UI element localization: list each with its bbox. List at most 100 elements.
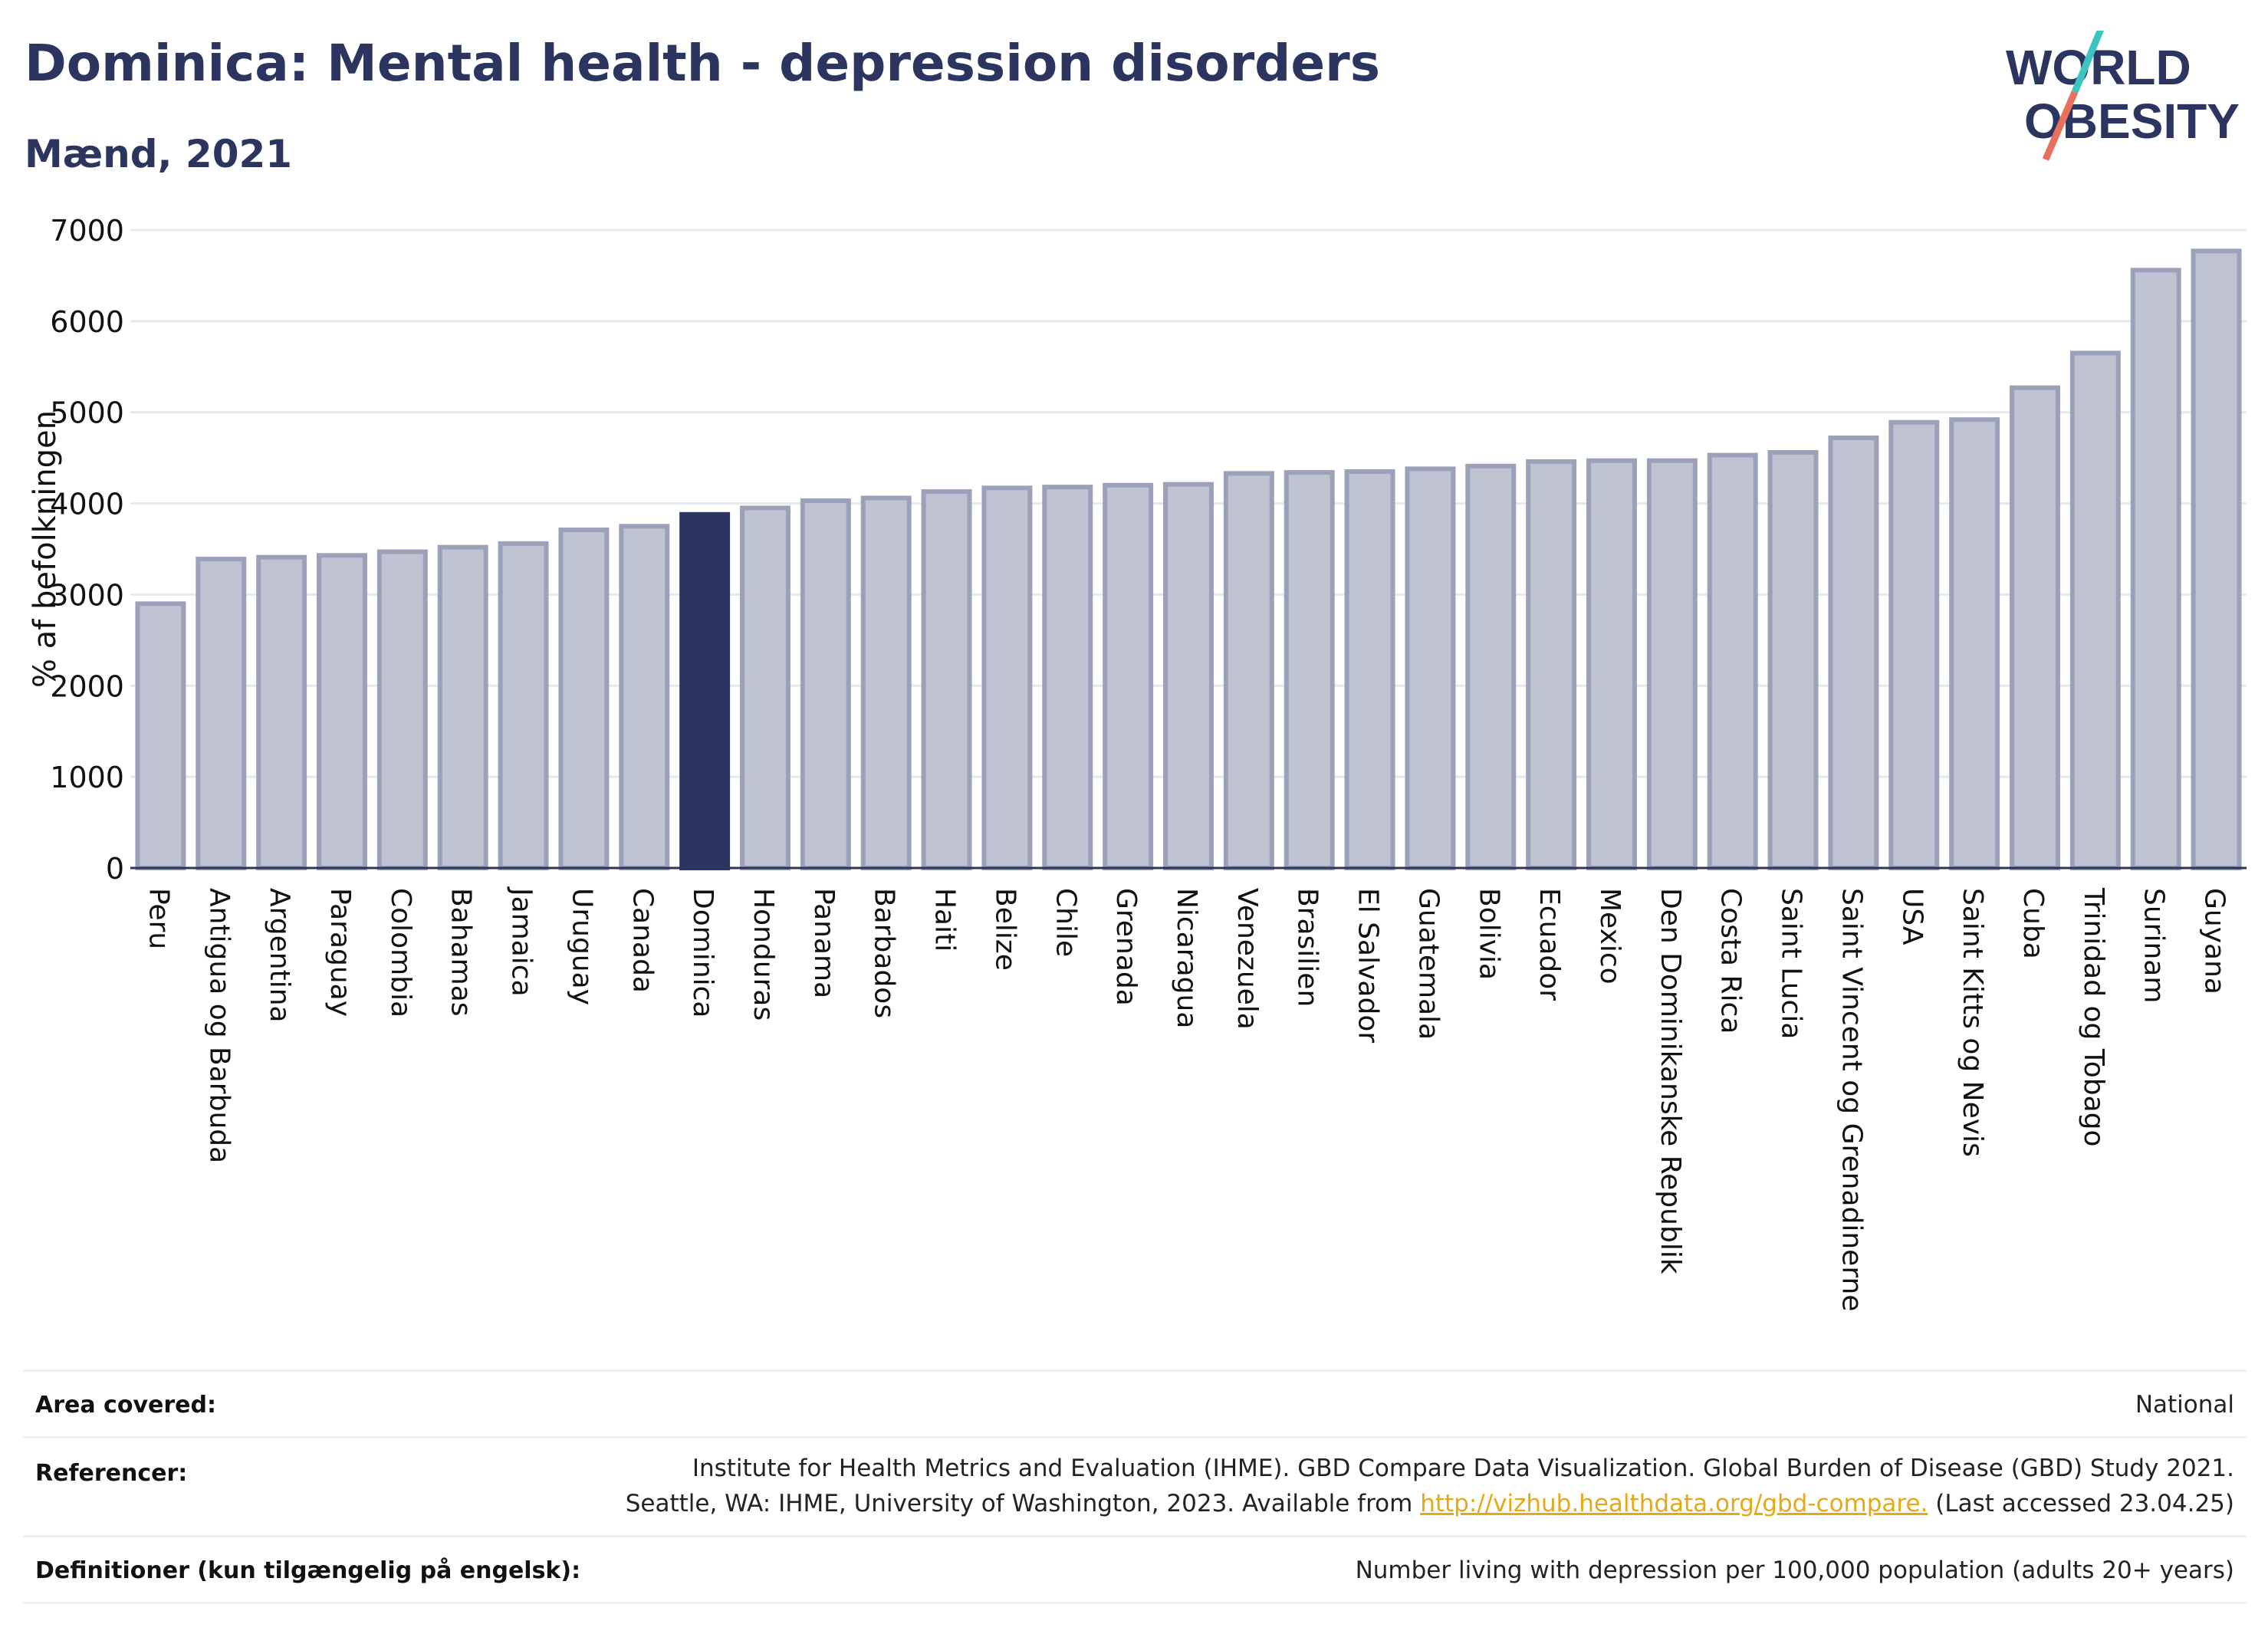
bar-peru[interactable] bbox=[135, 601, 186, 870]
bar-uruguay[interactable] bbox=[558, 528, 610, 870]
x-tick-label: Peru bbox=[143, 888, 174, 949]
area-covered-label: Area covered: bbox=[35, 1392, 216, 1419]
bar-barbados[interactable] bbox=[860, 495, 912, 870]
y-tick-label: 0 bbox=[106, 852, 124, 886]
y-tick-label: 1000 bbox=[50, 761, 124, 794]
bar-belize[interactable] bbox=[981, 485, 1033, 870]
x-tick-label: Nicaragua bbox=[1171, 888, 1202, 1028]
bar-canada[interactable] bbox=[619, 524, 670, 870]
bar-nicaragua[interactable] bbox=[1163, 482, 1214, 871]
x-tick-label: Panama bbox=[808, 888, 840, 998]
references-line-1: Institute for Health Metrics and Evaluat… bbox=[692, 1455, 2234, 1482]
y-tick-label: 3000 bbox=[50, 578, 124, 612]
bar-colombia[interactable] bbox=[376, 549, 428, 871]
x-tick-label: Venezuela bbox=[1231, 888, 1263, 1030]
definitions-label: Definitioner (kun tilgængelig på engelsk… bbox=[35, 1557, 581, 1584]
bar-surinam[interactable] bbox=[2130, 268, 2181, 871]
x-tick-label: Colombia bbox=[385, 888, 416, 1018]
x-tick-label: Saint Lucia bbox=[1776, 888, 1807, 1039]
x-tick-label: Paraguay bbox=[324, 888, 356, 1017]
bar-jamaica[interactable] bbox=[498, 541, 549, 871]
x-tick-label: Canada bbox=[626, 888, 658, 993]
bar-brasilien[interactable] bbox=[1284, 470, 1335, 870]
y-tick-label: 5000 bbox=[50, 396, 124, 430]
x-tick-label: Antigua og Barbuda bbox=[203, 888, 235, 1163]
x-tick-label: Haiti bbox=[929, 888, 961, 952]
logo-word-world: WORLD bbox=[2006, 40, 2191, 95]
references-label: Referencer: bbox=[35, 1460, 188, 1487]
x-tick-label: Dominica bbox=[687, 888, 718, 1018]
references-line-2: Seattle, WA: IHME, University of Washing… bbox=[626, 1486, 2234, 1521]
bar-antigua-og-barbuda[interactable] bbox=[196, 557, 247, 870]
bar-el-salvador[interactable] bbox=[1344, 469, 1395, 870]
x-tick-label: Den Dominikanske Republik bbox=[1655, 888, 1686, 1274]
bar-mexico[interactable] bbox=[1586, 458, 1637, 870]
definitions-value: Number living with depression per 100,00… bbox=[1355, 1557, 2234, 1584]
x-tick-label: Uruguay bbox=[566, 888, 597, 1005]
x-tick-label: Bolivia bbox=[1473, 888, 1504, 980]
x-tick-label: Trinidad og Tobago bbox=[2078, 887, 2109, 1147]
bar-guyana[interactable] bbox=[2191, 248, 2242, 870]
bar-honduras[interactable] bbox=[740, 505, 791, 870]
y-axis-ticks: 0 1000 2000 3000 4000 5000 6000 7000 bbox=[50, 214, 124, 886]
chart-subtitle: Mænd, 2021 bbox=[25, 132, 293, 176]
bar-den-dominikanske-republik[interactable] bbox=[1646, 458, 1698, 870]
bar-chile[interactable] bbox=[1042, 485, 1093, 870]
logo-slash-coral bbox=[2042, 90, 2079, 161]
y-tick-label: 7000 bbox=[50, 214, 124, 248]
x-tick-label: Saint Vincent og Grenadinerne bbox=[1836, 888, 1867, 1311]
bar-bahamas[interactable] bbox=[437, 544, 488, 870]
x-tick-label: Surinam bbox=[2138, 888, 2170, 1003]
bar-chart: 0 1000 2000 3000 4000 5000 6000 7000 Peru Antigu… bbox=[28, 214, 2247, 1311]
references-value: Institute for Health Metrics and Evaluat… bbox=[626, 1451, 2234, 1521]
bar-saint-vincent-og-grenadinerne[interactable] bbox=[1828, 435, 1879, 870]
bar-usa[interactable] bbox=[1888, 419, 1940, 870]
y-tick-label: 2000 bbox=[50, 669, 124, 703]
x-tick-label: Ecuador bbox=[1533, 888, 1565, 1001]
info-footer: Area covered: National Referencer: Insti… bbox=[23, 1369, 2247, 1604]
bar-haiti[interactable] bbox=[921, 489, 972, 870]
x-tick-label: Belize bbox=[989, 888, 1021, 971]
area-covered-value: National bbox=[2135, 1391, 2234, 1419]
chart-title: Dominica: Mental health - depression dis… bbox=[25, 34, 1381, 93]
x-tick-label: Argentina bbox=[264, 888, 295, 1023]
x-tick-label: Grenada bbox=[1110, 888, 1142, 1006]
logo-slash-teal bbox=[2071, 31, 2105, 94]
x-tick-label: Guyana bbox=[2199, 888, 2230, 995]
bar-paraguay[interactable] bbox=[317, 553, 367, 870]
x-tick-label: Brasilien bbox=[1292, 888, 1323, 1007]
x-axis-ticks: Peru Antigua og Barbuda Argentina Paraguay C… bbox=[143, 886, 2230, 1311]
bar-argentina[interactable] bbox=[256, 554, 307, 870]
bar-cuba[interactable] bbox=[2010, 385, 2060, 870]
x-tick-label: Guatemala bbox=[1412, 888, 1444, 1040]
bar-dominica[interactable] bbox=[679, 511, 731, 870]
y-tick-label: 4000 bbox=[50, 488, 124, 521]
bar-grenada[interactable] bbox=[1103, 482, 1154, 870]
bar-trinidad-og-tobago[interactable] bbox=[2069, 350, 2121, 870]
bar-costa-rica[interactable] bbox=[1707, 452, 1758, 870]
y-axis-label: % af befolkningen bbox=[28, 410, 63, 688]
references-row: Referencer: Institute for Health Metrics… bbox=[23, 1436, 2247, 1535]
references-link[interactable]: http://vizhub.healthdata.org/gbd-compare… bbox=[1420, 1490, 1928, 1517]
references-text: Seattle, WA: IHME, University of Washing… bbox=[625, 1490, 1413, 1517]
area-covered-row: Area covered: National bbox=[23, 1369, 2247, 1436]
definitions-row: Definitioner (kun tilgængelig på engelsk… bbox=[23, 1535, 2247, 1604]
x-tick-label: Costa Rica bbox=[1715, 888, 1747, 1034]
bar-guatemala[interactable] bbox=[1405, 466, 1456, 870]
bar-bolivia[interactable] bbox=[1465, 463, 1517, 870]
bars bbox=[135, 248, 2242, 871]
references-accessed: (Last accessed 23.04.25) bbox=[1935, 1490, 2234, 1517]
x-tick-label: Mexico bbox=[1594, 888, 1625, 985]
bar-panama[interactable] bbox=[800, 498, 851, 871]
x-tick-label: USA bbox=[1896, 888, 1928, 945]
x-tick-label: Chile bbox=[1050, 888, 1081, 957]
bar-venezuela[interactable] bbox=[1223, 471, 1274, 870]
x-tick-label: Barbados bbox=[869, 888, 900, 1018]
bar-saint-kitts-og-nevis[interactable] bbox=[1949, 417, 2000, 870]
x-tick-label: Jamaica bbox=[506, 886, 537, 997]
bar-saint-lucia[interactable] bbox=[1767, 450, 1819, 870]
world-obesity-logo: WORLD OBESITY bbox=[2006, 31, 2240, 161]
x-tick-label: Cuba bbox=[2017, 888, 2049, 959]
bar-ecuador[interactable] bbox=[1526, 459, 1577, 870]
x-tick-label: Bahamas bbox=[445, 888, 477, 1017]
